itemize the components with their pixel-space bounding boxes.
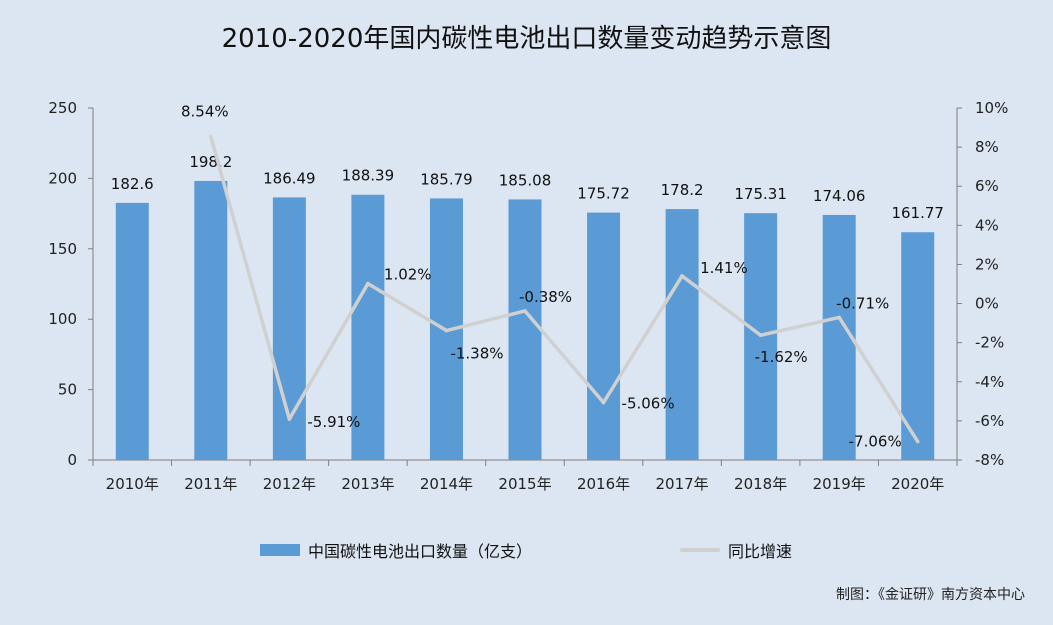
growth-rate-point bbox=[287, 417, 292, 421]
growth-rate-data-label: -0.38% bbox=[519, 288, 572, 306]
bar bbox=[508, 199, 542, 461]
left-axis-tick-label: 150 bbox=[48, 240, 77, 258]
x-axis-tick-label: 2011年 bbox=[184, 475, 237, 493]
bar bbox=[587, 212, 621, 460]
right-axis-tick-label: -4% bbox=[975, 373, 1004, 391]
x-axis-tick-label: 2018年 bbox=[734, 475, 787, 493]
x-axis-tick-label: 2019年 bbox=[813, 475, 866, 493]
right-axis-tick-label: -8% bbox=[975, 451, 1004, 469]
bar-data-label: 185.08 bbox=[499, 171, 552, 189]
growth-rate-point bbox=[601, 400, 606, 405]
left-axis-tick-label: 200 bbox=[48, 169, 77, 187]
growth-rate-data-label: 8.54% bbox=[181, 103, 229, 121]
source-note: 制图：《金证研》南方资本中心 bbox=[836, 587, 1025, 603]
left-axis-tick-label: 0 bbox=[67, 451, 77, 469]
growth-rate-point bbox=[758, 333, 763, 338]
x-axis-tick-label: 2016年 bbox=[577, 475, 630, 493]
bar bbox=[665, 209, 699, 460]
growth-rate-point bbox=[523, 309, 527, 313]
right-axis-tick-label: -2% bbox=[975, 334, 1004, 352]
right-axis-tick-label: 0% bbox=[975, 295, 999, 313]
legend-item-line-series: 同比增速 bbox=[680, 538, 792, 562]
growth-rate-point bbox=[837, 315, 841, 320]
bar-data-label: 182.6 bbox=[111, 175, 154, 193]
x-axis-tick-label: 2015年 bbox=[498, 475, 551, 493]
growth-rate-data-label: -7.06% bbox=[849, 433, 902, 451]
right-axis-tick-label: 8% bbox=[975, 138, 999, 156]
legend-item-bar-series: 中国碳性电池出口数量（亿支） bbox=[260, 538, 532, 562]
chart-title: 2010-2020年国内碳性电池出口数量变动趋势示意图 bbox=[221, 24, 832, 54]
x-axis-tick-label: 2014年 bbox=[420, 475, 473, 493]
x-axis-tick-label: 2012年 bbox=[263, 475, 316, 493]
right-axis-tick-label: 2% bbox=[975, 255, 999, 273]
growth-rate-data-label: -1.62% bbox=[755, 348, 808, 366]
growth-rate-data-label: 1.02% bbox=[384, 266, 432, 284]
left-axis-tick-label: 250 bbox=[48, 99, 77, 117]
right-axis-tick-label: 10% bbox=[975, 99, 1008, 117]
growth-rate-data-label: -5.06% bbox=[622, 395, 675, 413]
bar-data-label: 174.06 bbox=[813, 187, 866, 205]
right-axis-tick-label: 6% bbox=[975, 177, 999, 195]
growth-rate-data-label: -5.91% bbox=[307, 413, 360, 431]
bar-data-label: 175.31 bbox=[734, 185, 787, 203]
bar-data-label: 178.2 bbox=[661, 181, 704, 199]
legend: 中国碳性电池出口数量（亿支） 同比增速 bbox=[260, 538, 910, 562]
legend-bar-swatch bbox=[260, 544, 300, 556]
bar bbox=[194, 180, 228, 461]
legend-line-swatch bbox=[680, 548, 720, 552]
x-axis-tick-label: 2020年 bbox=[891, 475, 944, 493]
growth-rate-data-label: -0.71% bbox=[836, 294, 889, 312]
growth-rate-line bbox=[209, 136, 920, 443]
bar-data-label: 186.49 bbox=[263, 169, 316, 187]
x-axis-tick-label: 2013年 bbox=[341, 475, 394, 493]
bar bbox=[115, 202, 149, 460]
bar-data-label: 185.79 bbox=[420, 170, 473, 188]
growth-rate-point bbox=[915, 439, 920, 444]
growth-rate-point bbox=[680, 274, 684, 278]
legend-bar-label: 中国碳性电池出口数量（亿支） bbox=[308, 542, 533, 561]
right-axis-tick-label: 4% bbox=[975, 216, 999, 234]
legend-line-label: 同比增速 bbox=[728, 542, 793, 561]
growth-rate-data-label: 1.41% bbox=[700, 259, 748, 277]
x-axis-tick-label: 2010年 bbox=[106, 475, 159, 493]
left-axis-tick-label: 100 bbox=[48, 310, 77, 328]
left-axis-tick-label: 50 bbox=[58, 381, 77, 399]
growth-rate-point bbox=[366, 281, 370, 286]
bar-data-label: 198.2 bbox=[189, 153, 232, 171]
bar-data-label: 161.77 bbox=[891, 204, 944, 222]
bar-data-label: 188.39 bbox=[342, 167, 395, 185]
growth-rate-data-label: -1.38% bbox=[450, 345, 503, 363]
growth-rate-point bbox=[444, 328, 449, 333]
right-axis-tick-label: -6% bbox=[975, 412, 1004, 430]
x-axis-tick-label: 2017年 bbox=[655, 475, 708, 493]
bar bbox=[351, 194, 385, 460]
growth-rate-point bbox=[209, 134, 213, 139]
bar-data-label: 175.72 bbox=[577, 185, 630, 203]
